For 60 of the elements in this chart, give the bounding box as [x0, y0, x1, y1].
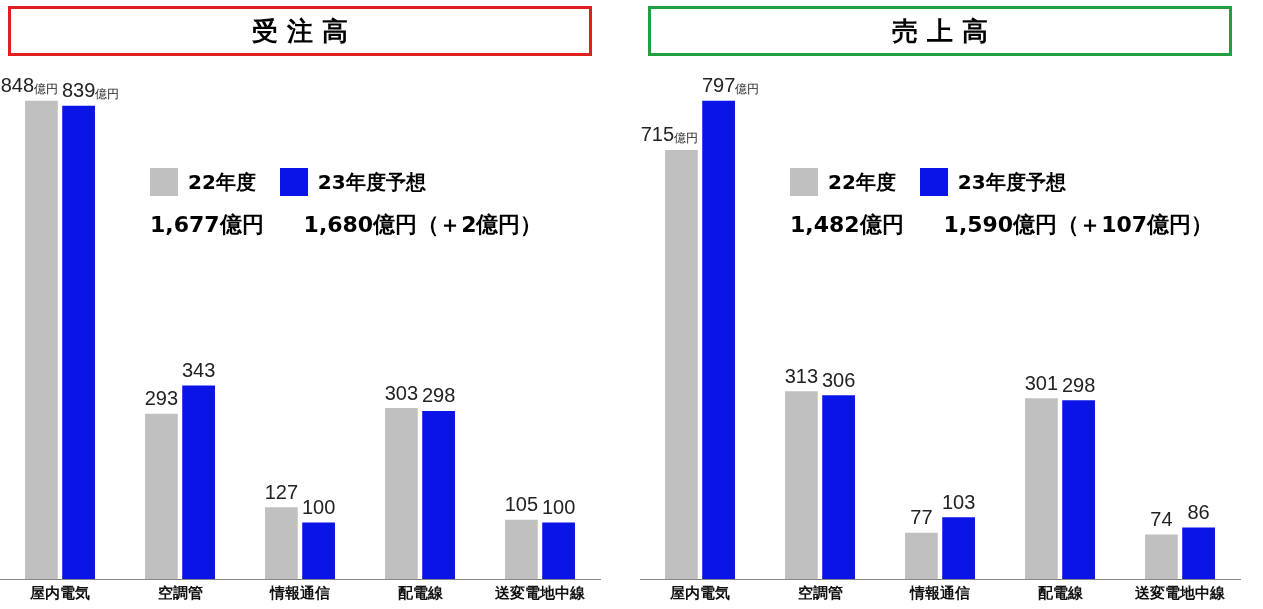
data-label: 839億円	[61, 79, 120, 102]
bar	[25, 100, 58, 579]
x-tick-label: 情報通信	[909, 584, 970, 602]
bar	[505, 519, 538, 579]
bar	[1182, 527, 1215, 579]
data-label: 77	[910, 506, 933, 529]
data-label: 100	[301, 496, 336, 519]
x-tick-label: 送変電地中線	[1134, 584, 1226, 602]
x-tick-label: 空調管	[157, 584, 203, 602]
data-label: 105	[504, 493, 539, 516]
bar	[182, 385, 215, 579]
data-label: 343	[181, 359, 216, 382]
data-label: 797億円	[701, 74, 760, 97]
chart-title: 受 注 高	[8, 6, 592, 56]
annotation: 1,590億円（＋107億円）	[943, 211, 1214, 239]
bar	[302, 522, 335, 579]
data-label: 848億円	[0, 74, 59, 97]
data-label: 301	[1024, 371, 1059, 394]
bar	[542, 522, 575, 579]
legend-label: 23年度予想	[317, 168, 426, 196]
bar	[265, 507, 298, 579]
bar	[145, 413, 178, 579]
x-tick-label: 配電線	[397, 584, 444, 602]
x-tick-label: 配電線	[1037, 584, 1084, 602]
bar	[905, 532, 938, 579]
bar	[385, 408, 418, 579]
data-label: 715億円	[640, 123, 699, 146]
x-tick-label: 送変電地中線	[494, 584, 586, 602]
data-label: 86	[1187, 500, 1210, 523]
data-label: 74	[1150, 508, 1173, 531]
legend-label: 22年度	[188, 168, 256, 196]
bar	[422, 410, 455, 579]
bar	[942, 517, 975, 579]
data-label: 127	[264, 480, 299, 503]
bar	[1062, 400, 1095, 579]
data-label: 303	[384, 381, 419, 404]
bar	[702, 100, 735, 579]
legend-label: 22年度	[828, 168, 896, 196]
data-label: 103	[941, 490, 976, 513]
annotation: 1,680億円（＋2億円）	[303, 211, 543, 239]
x-tick-label: 屋内電気	[29, 584, 90, 602]
x-tick-label: 空調管	[797, 584, 843, 602]
legend-label: 23年度予想	[957, 168, 1066, 196]
bar	[785, 391, 818, 579]
data-label: 293	[144, 387, 179, 410]
bar	[822, 395, 855, 579]
annotation: 1,482億円	[790, 211, 904, 239]
x-tick-label: 屋内電気	[669, 584, 730, 602]
x-tick-label: 情報通信	[269, 584, 330, 602]
data-label: 298	[1061, 373, 1096, 396]
bar	[665, 149, 698, 579]
bar	[62, 105, 95, 579]
data-label: 100	[541, 496, 576, 519]
data-label: 306	[821, 368, 856, 391]
chart-title: 売 上 高	[648, 6, 1232, 56]
data-label: 313	[784, 364, 819, 387]
annotation: 1,677億円	[150, 211, 264, 239]
bar	[1025, 398, 1058, 579]
bar	[1145, 534, 1178, 579]
data-label: 298	[421, 384, 456, 407]
